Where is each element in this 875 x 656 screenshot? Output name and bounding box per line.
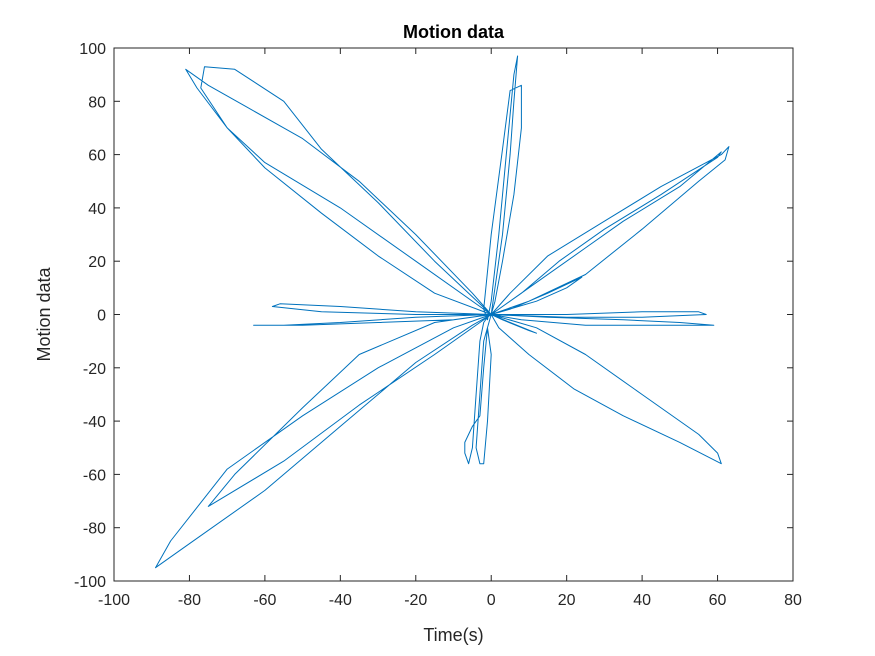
y-tick-label: 0 xyxy=(97,308,106,325)
x-axis-ticks: -100 -80 -60 -40 -20 0 20 40 60 80 xyxy=(98,48,802,609)
x-tick-label: -100 xyxy=(98,592,130,609)
y-tick-label: -80 xyxy=(83,521,106,538)
y-axis-label: Motion data xyxy=(34,266,54,361)
y-tick-label: 40 xyxy=(88,201,106,218)
series-line-0 xyxy=(155,55,730,569)
y-tick-label: 60 xyxy=(88,148,106,165)
y-tick-label: -60 xyxy=(83,467,106,484)
y-tick-label: -100 xyxy=(74,574,106,591)
x-tick-label: -80 xyxy=(178,592,201,609)
y-tick-label: 100 xyxy=(79,41,106,58)
x-tick-label: -40 xyxy=(329,592,352,609)
x-tick-label: -20 xyxy=(404,592,427,609)
y-axis-ticks: -100 -80 -60 -40 -20 0 20 40 60 80 100 xyxy=(74,41,793,591)
x-tick-label: 60 xyxy=(709,592,727,609)
x-tick-label: -60 xyxy=(253,592,276,609)
x-tick-label: 40 xyxy=(633,592,651,609)
chart-title: Motion data xyxy=(403,22,505,42)
y-tick-label: -40 xyxy=(83,414,106,431)
x-tick-label: 80 xyxy=(784,592,802,609)
x-tick-label: 0 xyxy=(487,592,496,609)
y-tick-label: 80 xyxy=(88,94,106,111)
x-axis-label: Time(s) xyxy=(423,625,483,645)
y-tick-label: -20 xyxy=(83,361,106,378)
data-layer xyxy=(155,55,730,569)
y-tick-label: 20 xyxy=(88,254,106,271)
x-tick-label: 20 xyxy=(558,592,576,609)
